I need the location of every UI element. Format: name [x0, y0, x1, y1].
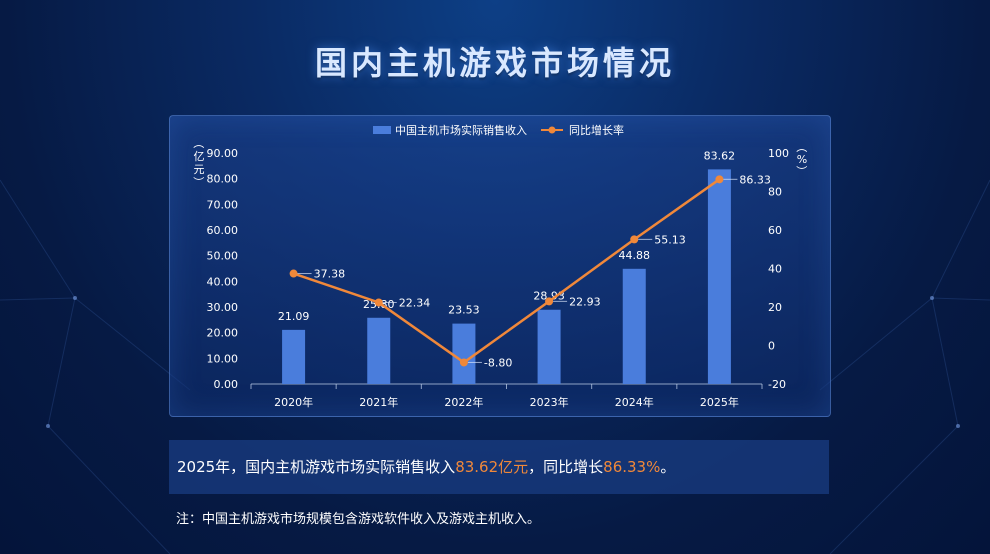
y-right-tick-label: 100: [768, 147, 789, 160]
y-right-ticks: -20 0 20 40 60 80 100: [768, 147, 789, 391]
axis-unit-char: ）: [192, 177, 205, 188]
line-point: [374, 298, 383, 307]
line-data-label: 55.13: [654, 233, 686, 246]
line-data-label: 86.33: [739, 173, 771, 186]
bar: [622, 268, 646, 384]
line-series: [289, 175, 724, 367]
line-data-label: 22.34: [399, 296, 431, 309]
summary-middle: ，同比增长: [528, 458, 604, 476]
y-right-tick-label: 60: [768, 224, 782, 237]
line-point: [630, 235, 639, 244]
footnote: 注：中国主机游戏市场规模包含游戏软件收入及游戏主机收入。: [176, 512, 541, 527]
y-right-tick-label: -20: [768, 378, 786, 391]
x-tick-label: 2023年: [530, 395, 569, 409]
y-left-tick-label: 30.00: [207, 301, 239, 314]
axis-unit-char: （: [192, 138, 205, 149]
y-left-tick-label: 50.00: [207, 250, 239, 263]
bar-data-label: 23.53: [448, 304, 480, 317]
y-left-unit: （亿元）: [192, 138, 205, 188]
y-left-tick-label: 90.00: [207, 147, 239, 160]
bar: [282, 329, 306, 384]
y-left-tick-label: 80.00: [207, 173, 239, 186]
bar-series: [282, 169, 731, 384]
line-data-label: 37.38: [314, 268, 346, 281]
bar-data-label: 44.88: [619, 249, 651, 262]
axis-unit-char: %: [797, 153, 807, 166]
axis-unit-char: 元: [194, 163, 205, 176]
axis-unit-char: 亿: [194, 150, 205, 163]
summary-text: 2025年，国内主机游戏市场实际销售收入83.62亿元，同比增长86.33%。: [169, 440, 829, 494]
axis-unit-char: ）: [795, 166, 808, 177]
legend-line-marker: [548, 126, 556, 134]
y-right-unit: （%）: [795, 142, 808, 177]
line-data-labels: 37.38 22.34 -8.80 22.93 55.13 86.33: [297, 173, 771, 369]
x-tick-label: 2024年: [615, 395, 654, 409]
y-right-tick-label: 0: [768, 340, 775, 353]
bar: [707, 169, 731, 384]
x-tick-label: 2020年: [274, 395, 313, 409]
y-right-tick-label: 80: [768, 186, 782, 199]
x-tick-label: 2022年: [444, 395, 483, 409]
y-left-tick-label: 20.00: [207, 327, 239, 340]
x-axis-ticks: 2020年 2021年 2022年 2023年 2024年 2025年: [250, 384, 763, 409]
legend-bar-label: 中国主机市场实际销售收入: [395, 123, 527, 137]
summary-suffix: 。: [660, 458, 676, 476]
summary-prefix: 2025年，国内主机游戏市场实际销售收入: [177, 458, 456, 476]
y-right-tick-label: 20: [768, 301, 782, 314]
page-title: 国内主机游戏市场情况: [314, 44, 675, 82]
line-data-label: -8.80: [484, 356, 512, 369]
y-left-tick-label: 40.00: [207, 275, 239, 288]
line-point: [715, 175, 724, 184]
bar-data-label: 28.93: [533, 290, 565, 303]
bar-data-label: 83.62: [704, 149, 736, 162]
bar: [452, 323, 476, 384]
legend-line-label: 同比增长率: [569, 123, 624, 137]
summary-value-growth: 86.33%: [603, 458, 661, 476]
line-point: [459, 358, 468, 367]
line-data-label: 22.93: [569, 295, 601, 308]
y-left-tick-label: 0.00: [214, 378, 239, 391]
bar: [537, 309, 561, 384]
line-point: [545, 297, 554, 306]
y-right-tick-label: 40: [768, 263, 782, 276]
legend: 中国主机市场实际销售收入 同比增长率: [373, 123, 624, 137]
growth-line: [293, 178, 721, 364]
y-left-tick-label: 10.00: [207, 352, 239, 365]
bar-data-label: 21.09: [278, 310, 310, 323]
axis-unit-char: （: [795, 142, 808, 153]
bar: [367, 317, 391, 384]
y-left-tick-label: 70.00: [207, 198, 239, 211]
summary-value-revenue: 83.62亿元: [455, 458, 529, 476]
y-left-tick-label: 60.00: [207, 224, 239, 237]
legend-bar-swatch: [373, 126, 391, 134]
line-point: [289, 269, 298, 278]
y-left-ticks: 0.00 10.00 20.00 30.00 40.00 50.00 60.00 70.00 8…: [207, 147, 239, 391]
x-tick-label: 2025年: [700, 395, 739, 409]
x-tick-label: 2021年: [359, 395, 398, 409]
